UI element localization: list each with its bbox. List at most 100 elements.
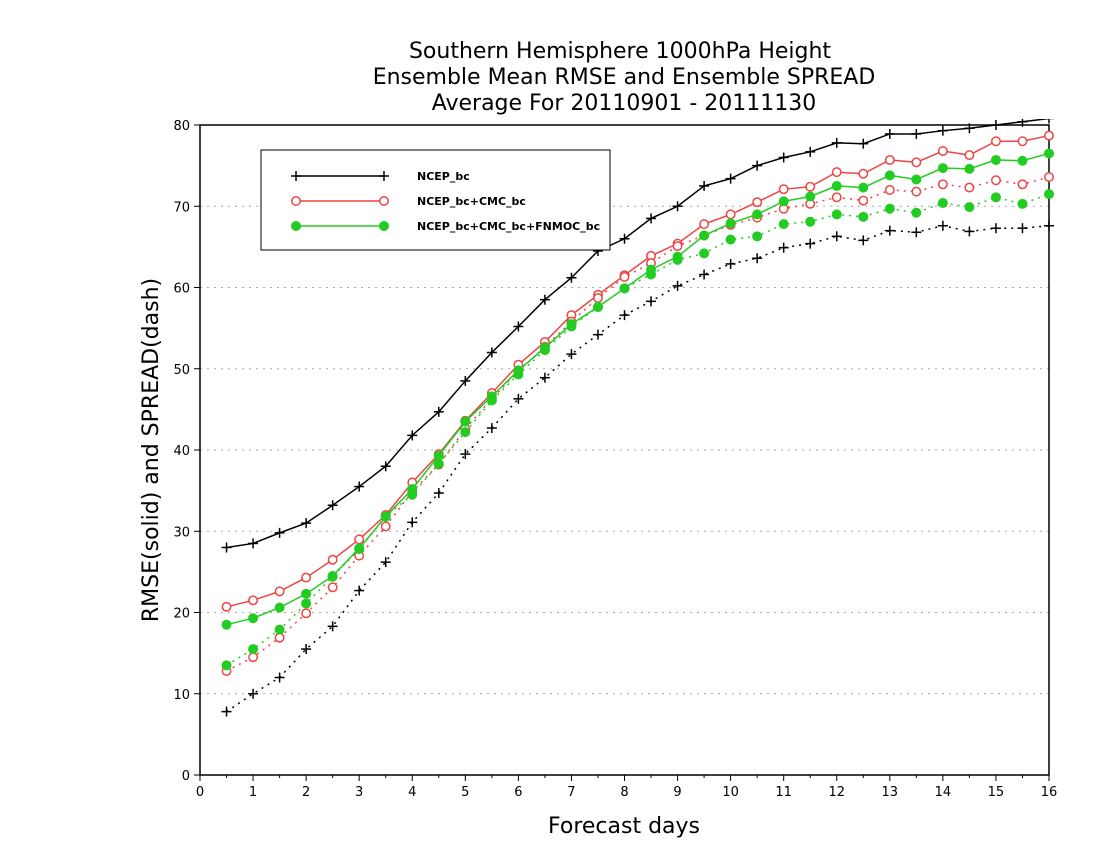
x-tick-label-9: 9: [673, 785, 681, 800]
x-tick-label-13: 13: [882, 785, 899, 800]
title-line-3: Average For 20110901 - 20111130: [432, 91, 817, 116]
ncep-cmc-spread-point: [964, 182, 975, 193]
ncep-cmc-rmse-point: [990, 136, 1001, 147]
ncep-bc-spread-point: [964, 226, 975, 237]
ncep-bc-spread-point: [592, 329, 603, 340]
x-tick-label-16: 16: [1041, 785, 1058, 800]
ncep-cmc-rmse-point: [248, 595, 259, 606]
ncep-cmc-rmse-point: [1017, 136, 1028, 147]
ncep-cmc-fnmoc-spread-point: [619, 283, 630, 294]
ncep-cmc-rmse-point: [725, 209, 736, 220]
x-tick-label-11: 11: [775, 785, 792, 800]
y-tick-label-60: 60: [173, 282, 190, 297]
ncep-cmc-rmse-point: [805, 181, 816, 192]
ncep-cmc-fnmoc-rmse-point: [699, 230, 710, 241]
ncep-cmc-fnmoc-spread-point: [831, 209, 842, 220]
ncep-bc-spread-point: [221, 706, 232, 717]
ncep-cmc-fnmoc-spread-point: [752, 231, 763, 242]
legend-marker-left-ncep-bc: [291, 171, 301, 181]
ncep-bc-rmse-point: [274, 527, 285, 538]
ncep-cmc-fnmoc-rmse-point: [911, 174, 922, 185]
ncep-cmc-fnmoc-spread-point: [354, 544, 365, 555]
ncep-cmc-fnmoc-spread-point: [884, 203, 895, 214]
ncep-bc-rmse-point: [672, 201, 683, 212]
ncep-cmc-rmse-point: [274, 586, 285, 597]
ncep-bc-rmse-point: [221, 542, 232, 553]
ncep-cmc-fnmoc-spread-point: [699, 248, 710, 259]
ncep-cmc-rmse-point: [778, 184, 789, 195]
ncep-cmc-fnmoc-spread-point: [486, 395, 497, 406]
ncep-bc-rmse-point: [566, 272, 577, 283]
ncep-cmc-rmse-point: [327, 554, 338, 565]
ncep-bc-rmse-point: [752, 160, 763, 171]
ncep-cmc-spread-point: [1044, 172, 1054, 182]
ncep-cmc-rmse-point: [964, 150, 975, 161]
ncep-cmc-fnmoc-spread-point: [858, 211, 869, 222]
ncep-bc-rmse-point: [805, 146, 816, 157]
ncep-cmc-fnmoc-rmse-point: [778, 196, 789, 207]
ncep-bc-rmse-point: [964, 123, 975, 134]
ncep-cmc-fnmoc-spread-point: [725, 234, 736, 245]
ncep-bc-rmse-point: [301, 518, 312, 529]
ncep-bc-rmse-point: [725, 173, 736, 184]
ncep-cmc-fnmoc-spread-point: [805, 216, 816, 227]
ncep-bc-spread-point: [937, 220, 948, 231]
x-tick-label-4: 4: [408, 785, 416, 800]
y-tick-label-20: 20: [173, 607, 190, 622]
ncep-cmc-fnmoc-rmse-point: [884, 170, 895, 181]
ncep-cmc-fnmoc-rmse-point: [221, 619, 232, 630]
ncep-cmc-spread-point: [380, 521, 391, 532]
ncep-bc-spread-point: [433, 488, 444, 499]
x-tick-label-3: 3: [355, 785, 363, 800]
ncep-bc-spread-point: [752, 253, 763, 264]
ncep-cmc-rmse-point: [884, 154, 895, 165]
ncep-bc-spread-point: [539, 372, 550, 383]
ncep-cmc-fnmoc-rmse-point: [858, 182, 869, 193]
x-tick-label-14: 14: [935, 785, 952, 800]
ncep-cmc-spread-point: [1017, 179, 1028, 190]
ncep-cmc-fnmoc-series: [221, 148, 1054, 671]
y-tick-label-50: 50: [173, 363, 190, 378]
ncep-cmc-fnmoc-spread-point: [301, 598, 312, 609]
ncep-cmc-rmse-point: [831, 167, 842, 178]
ncep-cmc-fnmoc-spread-point: [937, 198, 948, 208]
ncep-cmc-fnmoc-spread-point: [327, 571, 338, 582]
ncep-cmc-fnmoc-spread-point: [778, 219, 789, 230]
ncep-bc-rmse-point: [486, 347, 497, 358]
ncep-bc-rmse-point: [407, 430, 418, 441]
ncep-cmc-fnmoc-rmse-point: [274, 602, 285, 613]
ncep-bc-spread-point: [831, 231, 842, 242]
ncep-bc-rmse-point: [433, 406, 444, 417]
ncep-cmc-fnmoc-rmse-point: [725, 218, 736, 229]
ncep-bc-rmse-point: [831, 137, 842, 148]
ncep-cmc-rmse-point: [752, 197, 763, 208]
ncep-bc-spread-point: [274, 672, 285, 683]
ncep-bc-rmse-point: [646, 213, 657, 224]
ncep-cmc-fnmoc-rmse-point: [964, 163, 975, 174]
ncep-cmc-fnmoc-rmse-point: [1017, 155, 1028, 166]
ncep-cmc-spread-point: [274, 632, 285, 643]
legend-label-ncep-bc: NCEP_bc: [417, 170, 470, 183]
x-axis-label: Forecast days: [548, 814, 700, 839]
ncep-bc-spread-point: [805, 238, 816, 249]
ncep-bc-rmse-point: [327, 500, 338, 511]
x-tick-label-7: 7: [567, 785, 575, 800]
legend-marker-left-ncep-cmc: [291, 196, 301, 206]
ncep-cmc-rmse-point: [937, 146, 948, 156]
legend-label-ncep-cmc-fnmoc: NCEP_bc+CMC_bc+FNMOC_bc: [417, 220, 600, 233]
legend-box: [260, 149, 611, 251]
ncep-cmc-fnmoc-spread-point: [274, 624, 285, 635]
ncep-cmc-fnmoc-rmse-point: [752, 209, 763, 220]
ncep-cmc-spread-point: [884, 185, 895, 195]
title-line-1: Southern Hemisphere 1000hPa Height: [409, 39, 831, 64]
y-tick-label-40: 40: [173, 444, 190, 459]
ncep-bc-rmse-point: [858, 138, 869, 149]
y-tick-label-70: 70: [173, 200, 190, 215]
x-tick-label-6: 6: [514, 785, 522, 800]
ncep-cmc-fnmoc-spread-point: [539, 345, 550, 356]
ncep-bc-spread-point: [248, 688, 259, 699]
ncep-cmc-spread-point: [327, 582, 338, 593]
x-tick-label-12: 12: [828, 785, 845, 800]
ncep-cmc-rmse-point: [858, 168, 869, 179]
legend-label-ncep-cmc: NCEP_bc+CMC_bc: [417, 195, 526, 208]
